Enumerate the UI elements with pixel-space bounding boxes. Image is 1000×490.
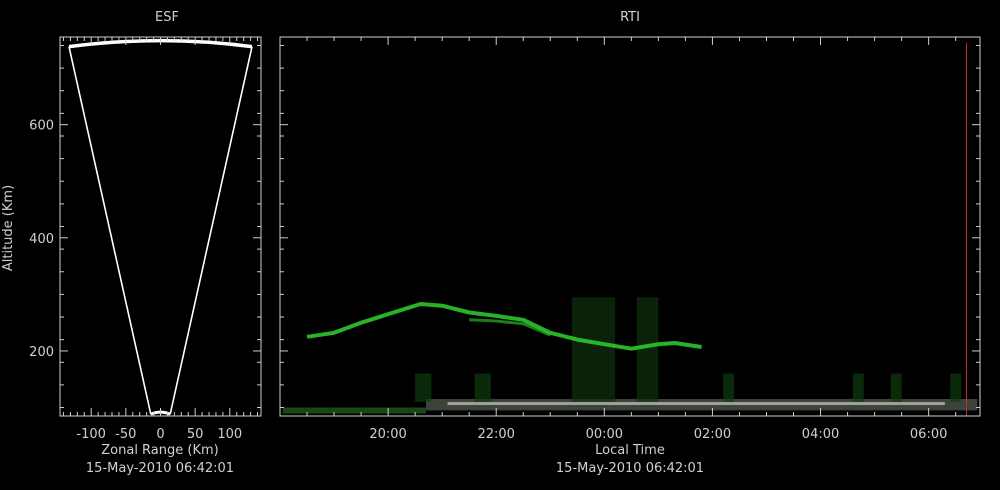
esf-panel: ESF -100 -50 0 50 100 200 400 600 Zonal Range … (1, 10, 262, 476)
rti-echo-column (723, 373, 735, 402)
rti-echo-column (474, 373, 491, 402)
esf-y-tick-label: 200 (29, 345, 54, 360)
esf-fan (68, 38, 253, 416)
rti-y-ticks (280, 44, 980, 409)
esf-x-axis-label: Zonal Range (Km) (101, 443, 218, 458)
rti-x-axis-label: Local Time (595, 443, 665, 458)
rti-layer-trace-secondary (469, 318, 551, 337)
rti-echo-column (950, 373, 962, 402)
rti-bottom-band-early (282, 407, 426, 414)
esf-x-tick-label: 0 (156, 427, 164, 442)
rti-timestamp: 15-May-2010 06:42:01 (556, 461, 704, 476)
esf-x-tick-label: 100 (217, 427, 242, 442)
esf-x-tick-label: -50 (115, 427, 136, 442)
rti-x-tick-label: 00:00 (586, 427, 623, 442)
rti-panel: RTI 20:00 22:00 00:00 02:00 04:00 06:00 Local… (279, 10, 981, 476)
rti-x-ticks: 20:00 22:00 00:00 02:00 04:00 06:00 (306, 37, 957, 442)
esf-plot-frame (59, 36, 262, 417)
esf-title: ESF (155, 10, 179, 25)
esf-fan-right-edge (169, 46, 253, 415)
esf-y-tick-label: 400 (29, 232, 54, 247)
rti-x-tick-label: 02:00 (694, 427, 731, 442)
esf-y-tick-label: 600 (29, 119, 54, 134)
rti-x-tick-label: 22:00 (477, 427, 514, 442)
esf-y-ticks: 200 400 600 (29, 44, 261, 409)
esf-x-tick-label: -100 (76, 427, 106, 442)
rti-layer-trace (306, 302, 702, 351)
rti-echo-column (890, 373, 902, 402)
esf-fan-left-edge (68, 46, 152, 415)
rti-title: RTI (620, 10, 640, 25)
rti-x-tick-label: 20:00 (369, 427, 406, 442)
rti-plume-column (571, 297, 616, 402)
esf-x-tick-label: 50 (187, 427, 204, 442)
rti-x-tick-label: 06:00 (910, 427, 947, 442)
rti-echo-column (415, 373, 432, 402)
rti-x-tick-label: 04:00 (802, 427, 839, 442)
esf-y-axis-label: Altitude (Km) (1, 185, 16, 271)
rti-echo-column (852, 373, 864, 402)
rti-bottom-band-core (447, 402, 945, 406)
esf-x-ticks: -100 -50 0 50 100 (62, 37, 259, 442)
rti-plume-column (636, 297, 659, 402)
rti-plot-frame (279, 36, 981, 417)
rti-data (282, 42, 978, 416)
esf-timestamp: 15-May-2010 06:42:01 (86, 461, 234, 476)
